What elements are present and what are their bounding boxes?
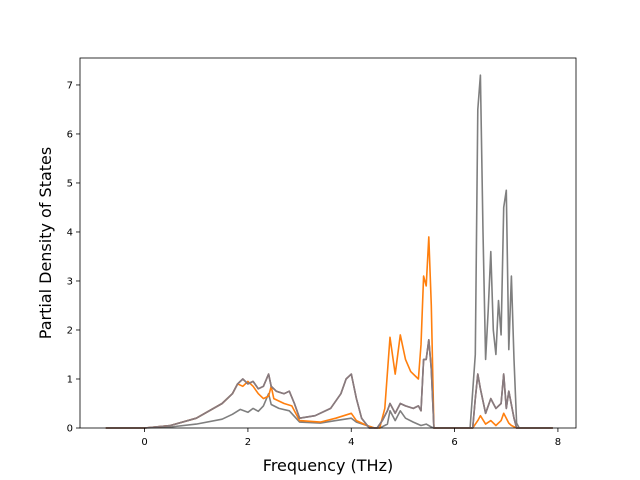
- x-tick-label: 4: [348, 437, 354, 448]
- series-line-4: [105, 339, 553, 429]
- plot-frame: [79, 57, 577, 429]
- x-tick-label: 8: [555, 437, 561, 448]
- series-line-1: [105, 74, 553, 429]
- y-axis-label: Partial Density of States: [36, 147, 55, 339]
- x-tick-label: 2: [245, 437, 251, 448]
- series-layer: [105, 74, 553, 429]
- y-tick-label: 7: [67, 80, 73, 91]
- y-axis: 0 1 2 3 4 5 6 7: [67, 80, 80, 435]
- x-axis: 0 2 4 6 8: [141, 428, 561, 448]
- y-tick-label: 5: [67, 178, 73, 189]
- y-tick-label: 0: [67, 424, 73, 435]
- y-tick-label: 6: [67, 129, 73, 140]
- y-tick-label: 4: [67, 227, 73, 238]
- y-tick-label: 3: [67, 276, 73, 287]
- x-tick-label: 0: [141, 437, 147, 448]
- y-tick-label: 1: [67, 374, 73, 385]
- x-axis-label: Frequency (THz): [263, 456, 393, 475]
- y-tick-label: 2: [67, 325, 73, 336]
- x-tick-label: 6: [451, 437, 457, 448]
